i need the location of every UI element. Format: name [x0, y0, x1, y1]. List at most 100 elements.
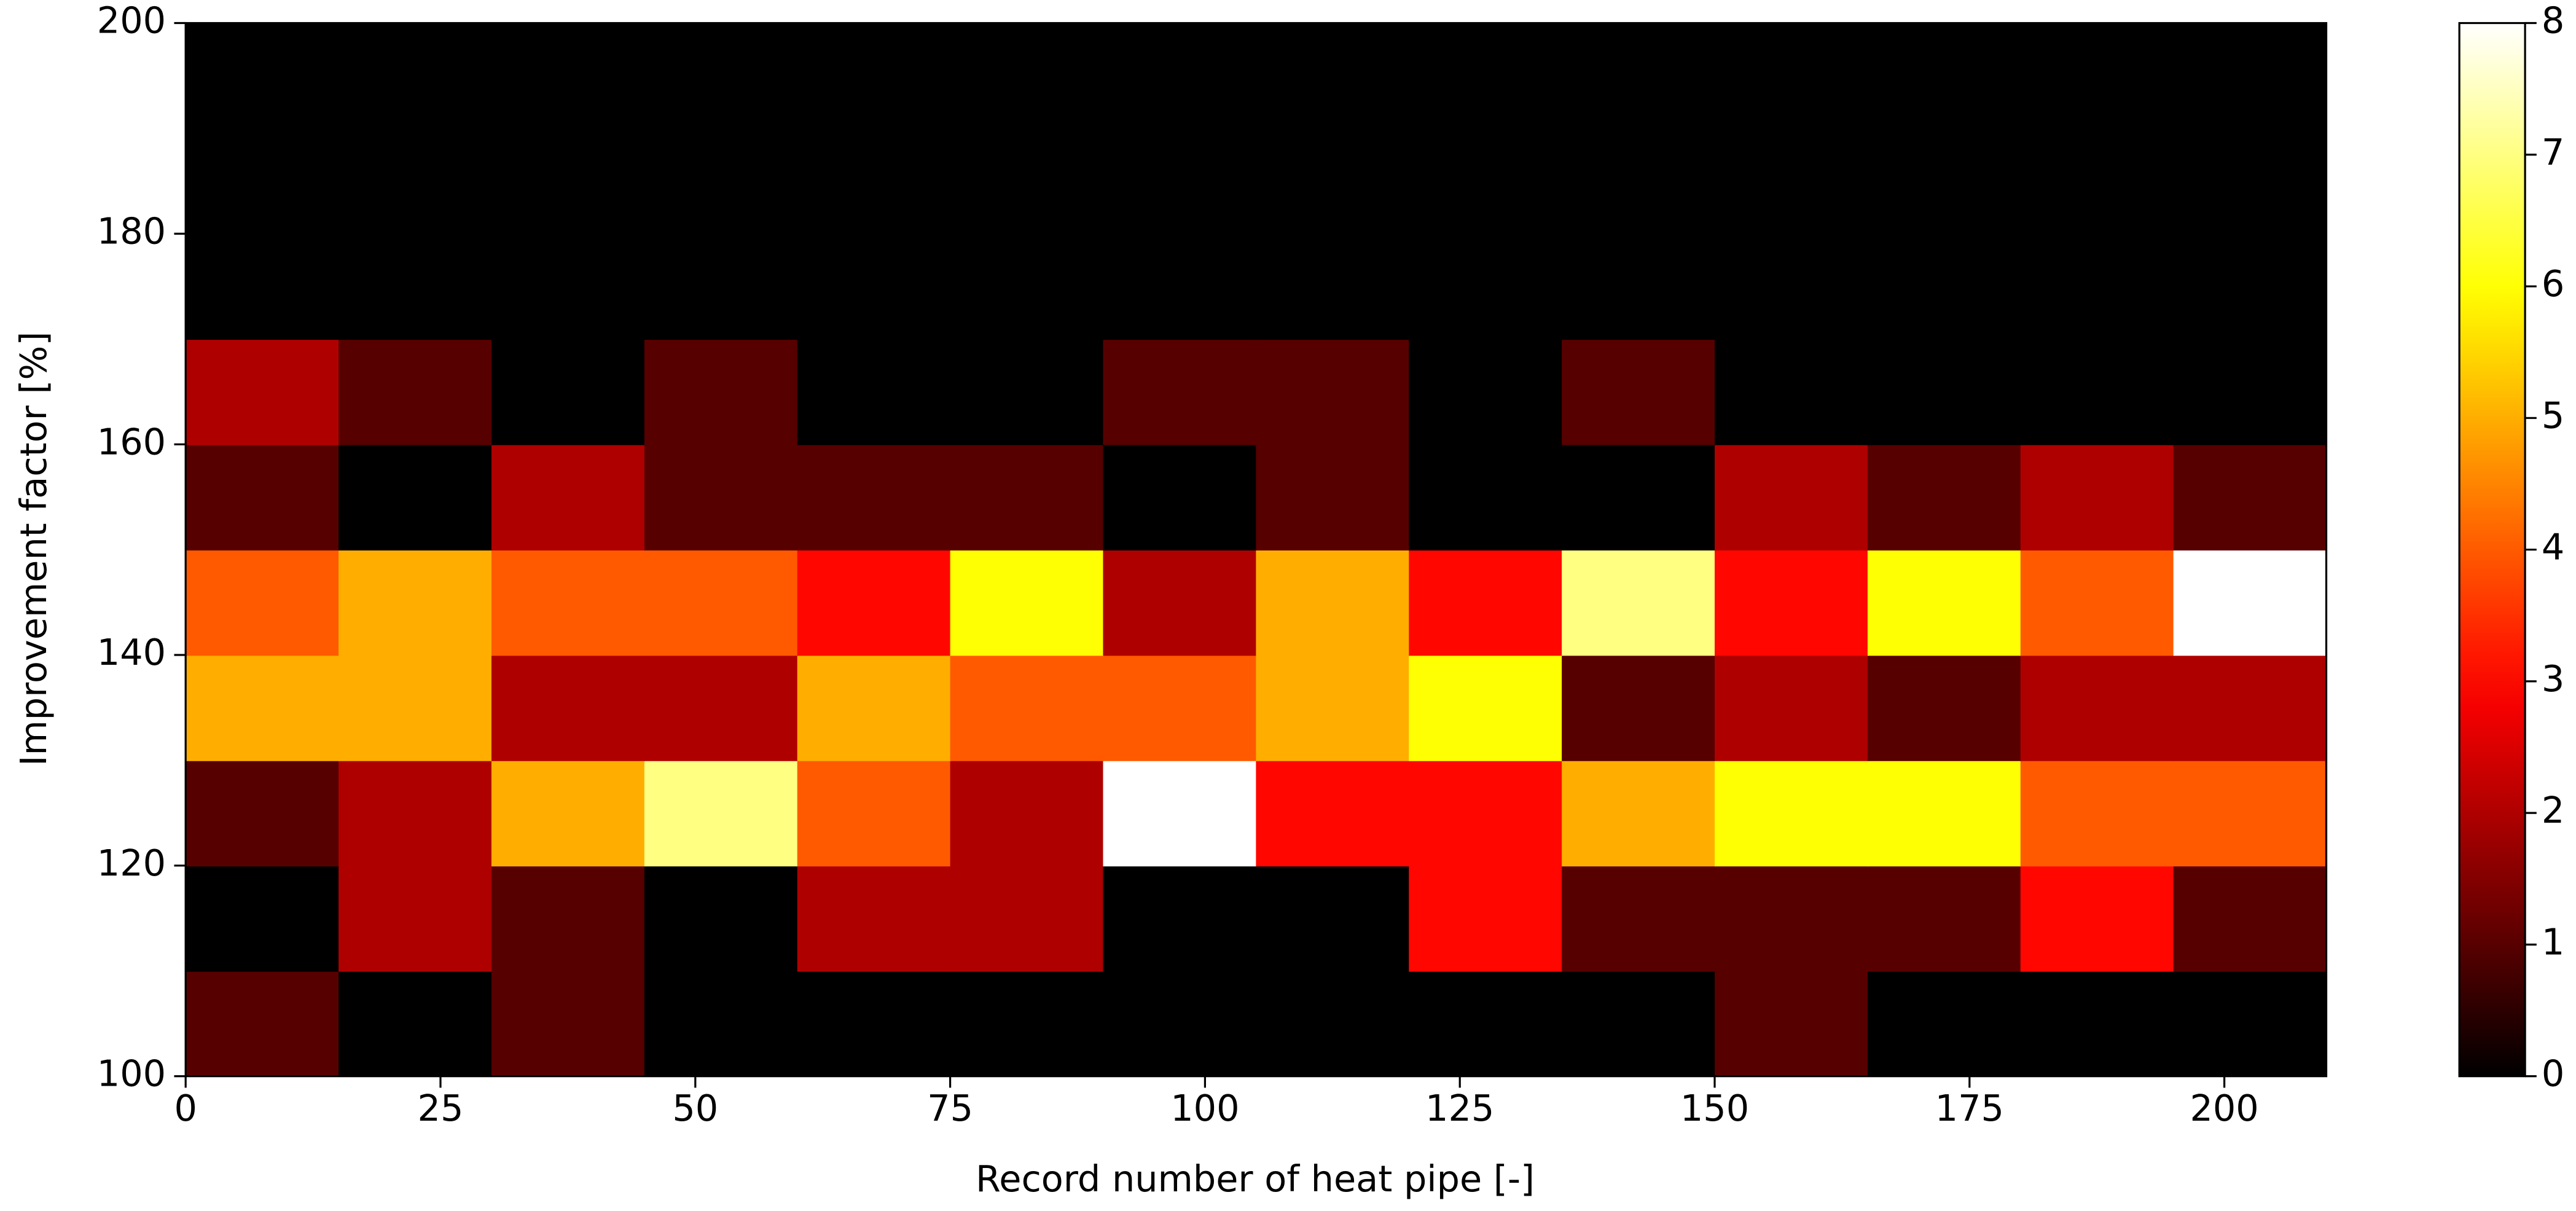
- y-tick-label: 120: [97, 842, 166, 884]
- heatmap-cell: [1256, 971, 1410, 1077]
- heatmap-cell: [186, 549, 340, 656]
- x-tick-label: 125: [1425, 1087, 1494, 1129]
- x-tick-label: 25: [418, 1087, 464, 1129]
- colorbar-tick-label: 4: [2542, 526, 2564, 568]
- heatmap-cell: [1409, 760, 1563, 867]
- heatmap-cell: [186, 233, 340, 340]
- heatmap-cell: [1103, 128, 1257, 235]
- heatmap-cell: [1103, 654, 1257, 761]
- heatmap-cell: [644, 865, 799, 972]
- heatmap-cell: [1103, 760, 1257, 867]
- heatmap-cell: [186, 339, 340, 445]
- heatmap-cell: [1256, 760, 1410, 867]
- heatmap-cell: [339, 23, 493, 130]
- heatmap-cell: [950, 128, 1104, 235]
- heatmap-cell: [797, 549, 951, 656]
- heatmap-cell: [1256, 339, 1410, 445]
- x-tick-label: 150: [1680, 1087, 1749, 1129]
- heatmap-cell: [2173, 865, 2327, 972]
- heatmap-cell: [1256, 233, 1410, 340]
- heatmap-cell: [1867, 444, 2022, 551]
- heatmap-cell: [1103, 444, 1257, 551]
- heatmap-cell: [1256, 444, 1410, 551]
- heatmap-cell: [2020, 23, 2174, 130]
- heatmap-cell: [2173, 233, 2327, 340]
- heatmap-cell: [1715, 128, 1869, 235]
- heatmap-cell: [1409, 23, 1563, 130]
- heatmap-cell: [1867, 865, 2022, 972]
- heatmap-cell: [1409, 549, 1563, 656]
- heatmap-cell: [644, 233, 799, 340]
- heatmap-cell: [1409, 971, 1563, 1077]
- heatmap-cell: [2020, 549, 2174, 656]
- heatmap-cell: [491, 760, 646, 867]
- heatmap-cell: [339, 865, 493, 972]
- heatmap-cell: [2020, 865, 2174, 972]
- heatmap-cell: [950, 549, 1104, 656]
- x-tick-label: 75: [927, 1087, 973, 1129]
- heatmap-cell: [1867, 339, 2022, 445]
- x-tick-label: 50: [672, 1087, 718, 1129]
- heatmap-cell: [186, 865, 340, 972]
- heatmap-cell: [2020, 654, 2174, 761]
- heatmap-cell: [950, 865, 1104, 972]
- heatmap-cell: [644, 23, 799, 130]
- heatmap-cell: [797, 444, 951, 551]
- heatmap-cell: [491, 444, 646, 551]
- y-axis-label: Improvement factor [%]: [12, 332, 55, 766]
- heatmap-cell: [491, 23, 646, 130]
- heatmap-cell: [1562, 444, 1716, 551]
- colorbar: [2458, 22, 2526, 1078]
- heatmap-cell: [2173, 23, 2327, 130]
- heatmap-cell: [1715, 654, 1869, 761]
- heatmap-cell: [339, 444, 493, 551]
- heatmap-cell: [1562, 971, 1716, 1077]
- heatmap-cell: [2173, 444, 2327, 551]
- heatmap-cell: [644, 971, 799, 1077]
- heatmap-cell: [339, 233, 493, 340]
- heatmap-cell: [1715, 339, 1869, 445]
- heatmap-cell: [950, 233, 1104, 340]
- heatmap-cell: [1715, 23, 1869, 130]
- heatmap-cell: [1562, 865, 1716, 972]
- heatmap-cell: [644, 654, 799, 761]
- heatmap-cell: [1867, 233, 2022, 340]
- heatmap-cell: [1715, 549, 1869, 656]
- heatmap-cell: [644, 128, 799, 235]
- heatmap-cell: [1715, 865, 1869, 972]
- heatmap-cell: [2173, 971, 2327, 1077]
- heatmap-cell: [1867, 654, 2022, 761]
- heatmap-cell: [1562, 654, 1716, 761]
- y-tick-label: 100: [97, 1052, 166, 1095]
- heatmap-cell: [186, 444, 340, 551]
- heatmap-cell: [2173, 549, 2327, 656]
- heatmap-cell: [1409, 339, 1563, 445]
- heatmap-cell: [186, 760, 340, 867]
- heatmap-cell: [1867, 549, 2022, 656]
- heatmap-cell: [2173, 760, 2327, 867]
- colorbar-tick-label: 2: [2542, 789, 2564, 831]
- x-tick-label: 100: [1170, 1087, 1239, 1129]
- heatmap-cell: [491, 865, 646, 972]
- colorbar-tick-label: 8: [2542, 0, 2564, 42]
- plot-frame: [184, 22, 2328, 1078]
- heatmap-cell: [797, 339, 951, 445]
- heatmap-cell: [1256, 549, 1410, 656]
- y-tick-label: 200: [97, 0, 166, 42]
- heatmap-cell: [1867, 23, 2022, 130]
- heatmap-cell: [950, 23, 1104, 130]
- heatmap-cell: [797, 654, 951, 761]
- heatmap-cell: [1867, 971, 2022, 1077]
- heatmap-cell: [1562, 339, 1716, 445]
- x-tick-label: 0: [174, 1087, 197, 1129]
- heatmap-cell: [339, 971, 493, 1077]
- heatmap-cell: [1562, 549, 1716, 656]
- heatmap-cell: [644, 549, 799, 656]
- heatmap-cell: [491, 654, 646, 761]
- heatmap-cell: [339, 654, 493, 761]
- heatmap-cell: [1715, 760, 1869, 867]
- y-tick-label: 140: [97, 631, 166, 673]
- heatmap-cell: [1256, 23, 1410, 130]
- heatmap-cell: [1715, 233, 1869, 340]
